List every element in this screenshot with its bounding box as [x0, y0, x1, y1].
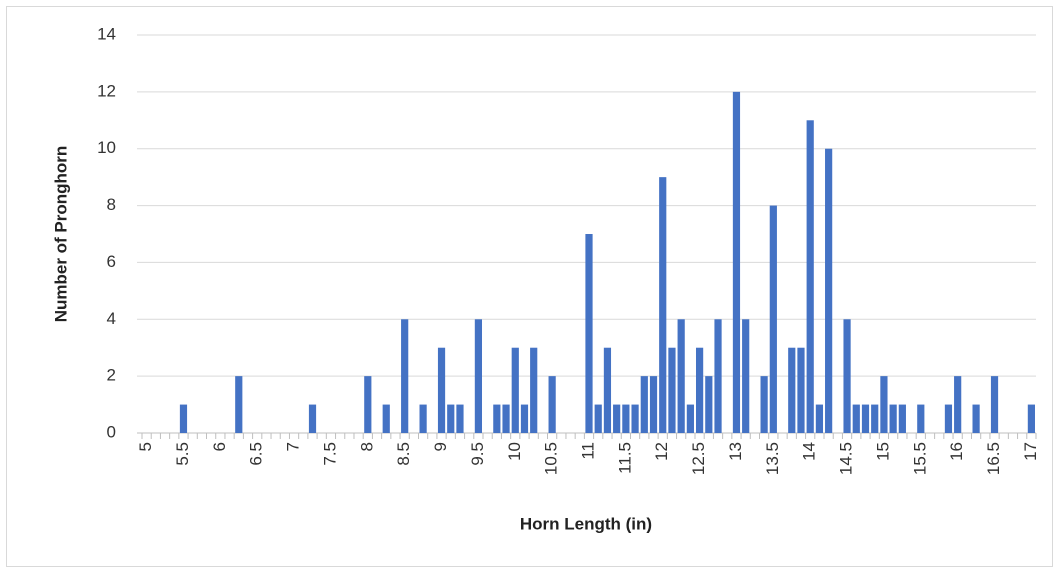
bar [447, 404, 455, 433]
x-tick-label: 13.5 [763, 442, 782, 475]
bar [889, 404, 897, 433]
x-tick-label: 10.5 [542, 442, 561, 475]
x-tick-label: 7.5 [320, 442, 339, 466]
bar [788, 347, 796, 433]
bar [972, 404, 980, 433]
x-tick-label: 7 [284, 442, 303, 451]
bar [548, 376, 556, 433]
y-tick-label: 6 [107, 252, 116, 271]
bar [419, 404, 427, 433]
x-tick-label: 14 [800, 442, 819, 461]
bar [474, 319, 483, 433]
x-tick-label: 12 [652, 442, 671, 461]
x-tick-label: 16 [947, 442, 966, 461]
y-tick-label: 8 [107, 195, 116, 214]
bar [520, 404, 529, 433]
x-tick-label: 6 [210, 442, 229, 451]
x-tick-label: 15.5 [910, 442, 929, 475]
bar [917, 404, 925, 433]
x-tick-label: 8 [357, 442, 376, 451]
y-tick-label: 14 [97, 24, 116, 43]
x-tick-label: 14.5 [837, 442, 856, 475]
y-tick-label: 2 [107, 366, 116, 385]
bar [668, 347, 676, 433]
bar [401, 319, 409, 433]
x-tick-label: 11 [578, 442, 597, 460]
bar [686, 404, 694, 433]
chart-border [6, 6, 1053, 567]
y-tick-label: 10 [97, 138, 116, 157]
bar [815, 404, 824, 433]
y-tick-label: 12 [97, 81, 116, 100]
x-tick-label: 10 [505, 442, 524, 461]
y-axis-title: Number of Pronghorn [51, 146, 70, 323]
bar [594, 404, 602, 433]
x-tick-label: 6.5 [247, 442, 266, 466]
bar [861, 404, 870, 433]
bar [714, 319, 722, 433]
x-tick-label: 5 [136, 442, 155, 451]
bar [742, 319, 750, 433]
bar [493, 404, 501, 433]
y-tick-label: 0 [107, 422, 116, 441]
bar [880, 376, 888, 433]
x-tick-label: 16.5 [984, 442, 1003, 475]
bar [705, 376, 713, 433]
x-tick-label: 9 [431, 442, 450, 451]
x-axis-title: Horn Length (in) [520, 514, 652, 533]
bar [797, 347, 805, 433]
bar [944, 404, 953, 433]
bar [769, 205, 777, 433]
bar [649, 376, 658, 433]
bar [806, 120, 814, 434]
bar [585, 234, 593, 433]
bar [308, 404, 317, 433]
bar [1027, 404, 1035, 433]
x-tick-label: 5.5 [173, 442, 192, 466]
bar [530, 347, 538, 433]
bar [695, 347, 704, 433]
bar [502, 404, 510, 433]
bar [179, 404, 188, 433]
x-tick-label: 13 [726, 442, 745, 461]
bar [511, 347, 519, 433]
bar [603, 347, 612, 433]
bar [382, 404, 390, 433]
bar [437, 347, 446, 433]
bar [990, 376, 999, 433]
x-tick-label: 12.5 [689, 442, 708, 475]
x-tick-label: 11.5 [615, 442, 634, 474]
x-tick-label: 8.5 [394, 442, 413, 466]
bar [677, 319, 685, 433]
bar [631, 404, 639, 433]
x-tick-label: 15 [873, 442, 892, 461]
bar [640, 376, 648, 433]
x-tick-label: 17 [1021, 442, 1040, 461]
bar [235, 376, 243, 433]
bar [825, 148, 833, 433]
bar [613, 404, 621, 433]
bar [732, 91, 741, 433]
bar [456, 404, 464, 433]
bar [622, 404, 630, 433]
bar [843, 319, 851, 433]
y-tick-label: 4 [107, 309, 116, 328]
bar [659, 177, 667, 433]
bar [852, 404, 860, 433]
bar [898, 404, 906, 433]
x-tick-label: 9.5 [468, 442, 487, 466]
bar [760, 376, 768, 433]
bar [364, 376, 372, 433]
bar [871, 404, 879, 433]
bar [954, 376, 962, 433]
